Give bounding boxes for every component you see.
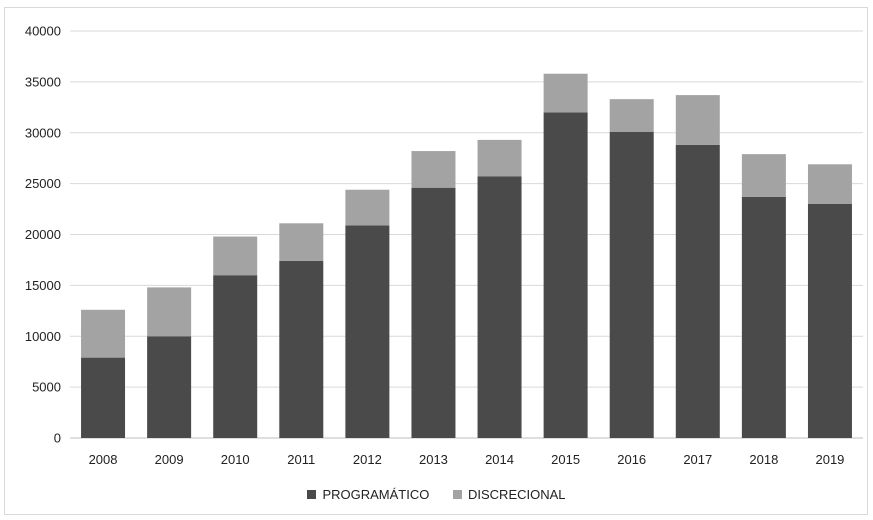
y-tick-label-40000: 40000 xyxy=(25,24,61,39)
y-tick-label-5000: 5000 xyxy=(32,380,61,395)
stacked-bar-chart: 0 5000 10000 15000 20000 25000 30000 35000 40000… xyxy=(25,24,863,467)
bar-discrecional-2012 xyxy=(345,189,390,226)
bar-discrecional-2010 xyxy=(213,236,258,276)
x-tick-label-2019: 2019 xyxy=(815,452,844,467)
x-tick-label-2012: 2012 xyxy=(353,452,382,467)
y-tick-label-35000: 35000 xyxy=(25,74,61,89)
bar-programatico-2009 xyxy=(147,336,192,438)
bar-discrecional-2018 xyxy=(741,154,786,197)
bar-programatico-2017 xyxy=(675,144,720,438)
bar-programatico-2018 xyxy=(741,196,786,438)
bar-programatico-2008 xyxy=(81,357,126,438)
y-tick-label-10000: 10000 xyxy=(25,329,61,344)
x-tick-label-2009: 2009 xyxy=(155,452,184,467)
bar-programatico-2012 xyxy=(345,225,390,438)
x-tick-label-2016: 2016 xyxy=(617,452,646,467)
legend-label-discrecional: DISCRECIONAL xyxy=(468,487,566,502)
y-tick-label-30000: 30000 xyxy=(25,125,61,140)
y-tick-label-0: 0 xyxy=(54,431,61,446)
bar-programatico-2014 xyxy=(477,176,522,438)
x-tick-label-2013: 2013 xyxy=(419,452,448,467)
x-tick-label-2015: 2015 xyxy=(551,452,580,467)
bar-programatico-2010 xyxy=(213,275,258,438)
y-tick-label-25000: 25000 xyxy=(25,176,61,191)
bar-programatico-2011 xyxy=(279,260,324,438)
bar-programatico-2015 xyxy=(543,112,588,439)
x-tick-label-2014: 2014 xyxy=(485,452,514,467)
legend-swatch-programatico xyxy=(307,490,317,499)
legend-label-programatico: PROGRAMÁTICO xyxy=(322,487,430,502)
x-tick-label-2011: 2011 xyxy=(287,452,315,467)
y-tick-label-20000: 20000 xyxy=(25,227,61,242)
bar-discrecional-2017 xyxy=(675,95,720,145)
bar-discrecional-2011 xyxy=(279,223,324,261)
y-tick-label-15000: 15000 xyxy=(25,278,61,293)
x-tick-label-2010: 2010 xyxy=(221,452,250,467)
bar-discrecional-2019 xyxy=(807,164,852,204)
bar-discrecional-2014 xyxy=(477,139,522,177)
bar-discrecional-2008 xyxy=(81,309,126,358)
x-tick-label-2017: 2017 xyxy=(683,452,712,467)
bar-discrecional-2016 xyxy=(609,99,654,132)
x-tick-label-2018: 2018 xyxy=(749,452,778,467)
bar-discrecional-2015 xyxy=(543,73,588,113)
legend-item-discrecional: DISCRECIONAL xyxy=(453,487,566,502)
bar-programatico-2013 xyxy=(411,187,456,438)
legend-swatch-discrecional xyxy=(453,490,462,499)
legend-item-programatico: PROGRAMÁTICO xyxy=(307,487,429,502)
bar-programatico-2016 xyxy=(609,131,654,439)
x-tick-label-2008: 2008 xyxy=(89,452,118,467)
legend: PROGRAMÁTICO DISCRECIONAL xyxy=(0,487,873,502)
bar-discrecional-2013 xyxy=(411,151,456,188)
bar-programatico-2019 xyxy=(807,203,852,438)
bar-discrecional-2009 xyxy=(147,287,192,337)
